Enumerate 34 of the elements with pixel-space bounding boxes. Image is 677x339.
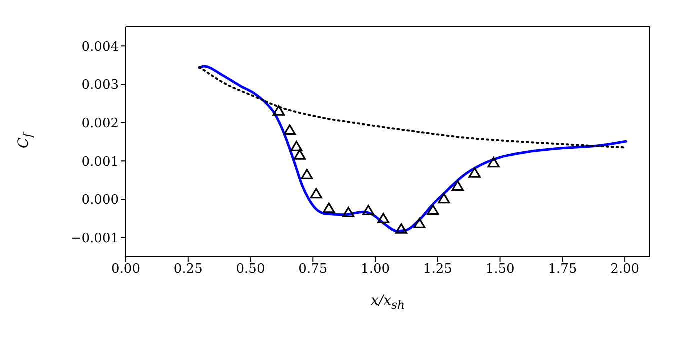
point xyxy=(427,204,440,216)
y-tick-label: 0.001 xyxy=(82,154,119,170)
y-tick-label: 0.004 xyxy=(82,40,119,55)
x-tick-label: 0.50 xyxy=(236,262,266,278)
point xyxy=(395,223,408,234)
y-tick-label: 0.003 xyxy=(82,78,119,94)
point xyxy=(272,105,285,116)
point xyxy=(284,124,296,135)
point xyxy=(377,213,390,224)
point xyxy=(342,207,355,218)
point xyxy=(294,150,306,160)
point xyxy=(323,202,336,214)
x-tick-label: 1.25 xyxy=(423,262,452,278)
x-tick-label: 1.50 xyxy=(486,262,515,278)
x-tick-label: 0.75 xyxy=(298,262,328,278)
point xyxy=(290,141,303,152)
point xyxy=(468,168,481,178)
point xyxy=(488,157,500,168)
point xyxy=(438,193,450,204)
x-tick-label: 2.00 xyxy=(610,262,640,278)
point xyxy=(310,188,322,199)
x-tick-label: 0.25 xyxy=(174,262,203,278)
x-tick-label: 1.75 xyxy=(548,262,578,278)
x-tick-label: 0.00 xyxy=(112,262,140,278)
x-tick-label: 1.00 xyxy=(361,262,390,278)
line-series xyxy=(198,66,628,149)
y-tick-label: 0.000 xyxy=(82,193,119,208)
point xyxy=(452,180,464,191)
y-tick-label: 0.002 xyxy=(82,116,119,132)
point xyxy=(362,205,375,216)
x-axis-title: x/x$_{sh}$ xyxy=(370,292,406,314)
point xyxy=(301,169,314,180)
point xyxy=(414,218,426,229)
y-tick-label: −0.001 xyxy=(70,231,119,246)
